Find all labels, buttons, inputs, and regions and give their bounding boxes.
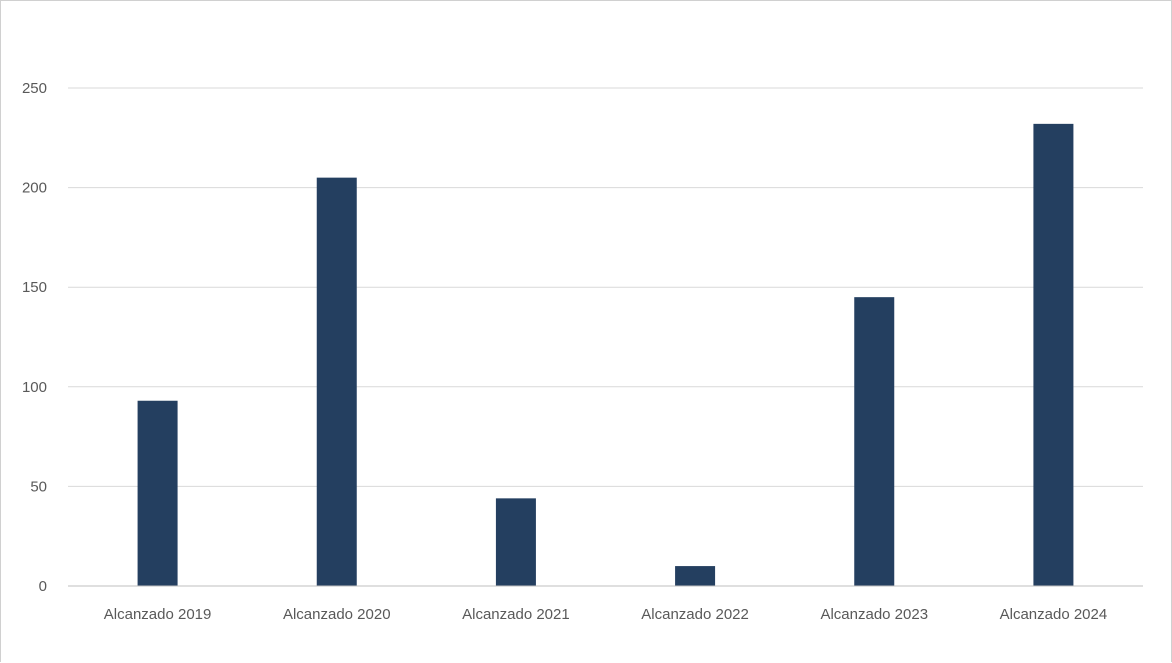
bar-alcanzado-2023 <box>854 297 895 586</box>
x-axis-labels: Alcanzado 2019 Alcanzado 2020 Alcanzado 20… <box>104 606 1107 623</box>
bar-alcanzado-2020 <box>316 177 357 586</box>
bar-alcanzado-2022 <box>675 566 716 586</box>
y-tick-label: 50 <box>30 478 47 495</box>
y-tick-label: 100 <box>22 379 47 396</box>
x-category-label: Alcanzado 2022 <box>641 606 749 623</box>
x-category-label: Alcanzado 2024 <box>1000 606 1108 623</box>
y-tick-label: 0 <box>39 578 47 595</box>
y-tick-label: 250 <box>22 80 47 97</box>
bar-alcanzado-2019 <box>137 400 178 586</box>
x-category-label: Alcanzado 2020 <box>283 606 391 623</box>
bar-alcanzado-2021 <box>495 498 536 586</box>
bars <box>137 123 1074 586</box>
y-axis-ticks: 0 50 100 150 200 250 <box>22 80 47 595</box>
y-tick-label: 150 <box>22 279 47 296</box>
x-category-label: Alcanzado 2019 <box>104 606 212 623</box>
bar-alcanzado-2024 <box>1033 123 1074 586</box>
x-category-label: Alcanzado 2023 <box>820 606 928 623</box>
gridlines <box>68 87 1143 487</box>
y-tick-label: 200 <box>22 180 47 197</box>
x-category-label: Alcanzado 2021 <box>462 606 570 623</box>
